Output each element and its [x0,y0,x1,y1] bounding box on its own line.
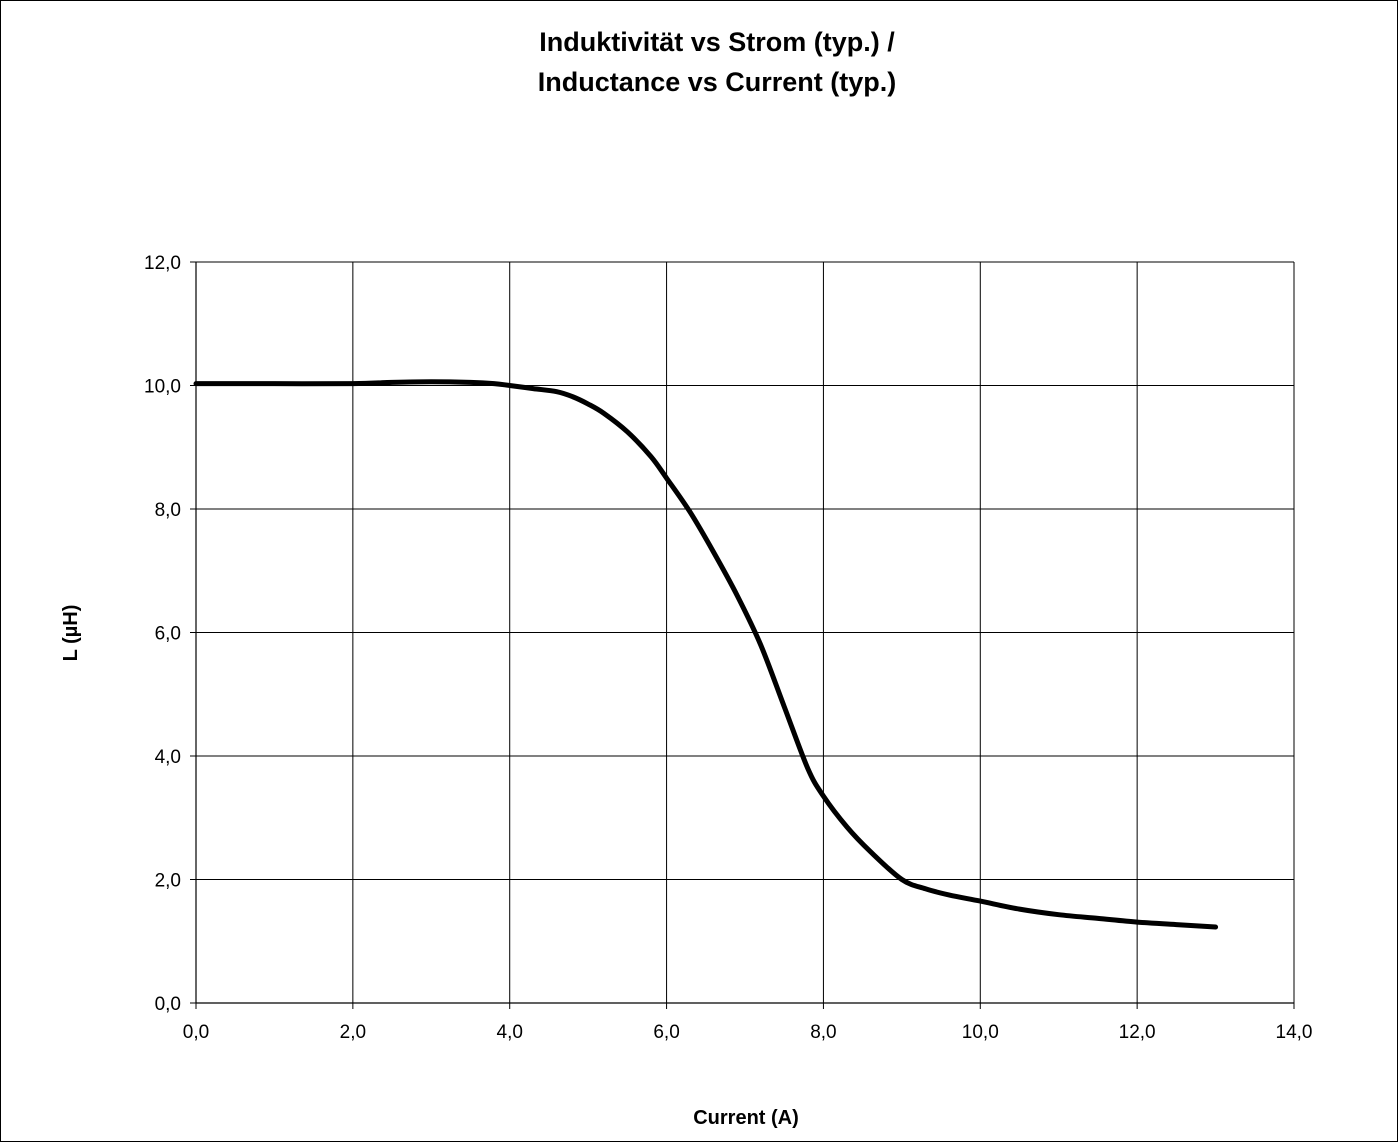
chart-title: Induktivität vs Strom (typ.) / [539,27,895,57]
x-tick-label: 4,0 [497,1022,523,1043]
chart-subtitle: Inductance vs Current (typ.) [538,67,897,97]
y-tick-label: 8,0 [155,500,181,521]
series-layer [193,379,1219,930]
x-axis-title: Current (A) [693,1107,799,1129]
y-tick-label: 4,0 [155,747,181,768]
grid-layer [195,261,1295,1004]
x-tick-label: 6,0 [653,1022,679,1043]
y-tick-label: 12,0 [144,253,181,274]
y-tick-label: 6,0 [155,624,181,645]
x-tick-label: 0,0 [183,1022,209,1043]
y-tick-label: 2,0 [155,871,181,892]
y-axis-title: L (µH) [60,605,82,662]
y-tick-label: 0,0 [155,994,181,1015]
x-tick-label: 14,0 [1276,1022,1313,1043]
x-tick-label: 10,0 [962,1022,999,1043]
x-tick-label: 2,0 [340,1022,366,1043]
tick-layer: 0,0 2,0 4,0 6,0 8,0 10,0 12,0 14,0 0,0 2,0 4,0 6,0 8… [144,253,1312,1043]
series-line-inductance [193,379,1219,930]
x-tick-label: 8,0 [810,1022,836,1043]
x-tick-label: 12,0 [1119,1022,1156,1043]
y-tick-label: 10,0 [144,377,181,398]
